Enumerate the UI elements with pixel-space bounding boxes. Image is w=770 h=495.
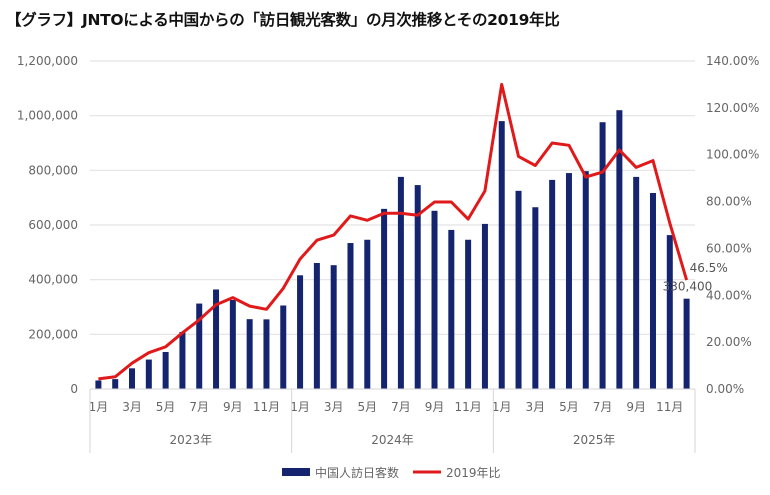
bar: [263, 319, 270, 389]
bar: [532, 207, 539, 389]
bar: [297, 275, 304, 389]
bar: [649, 193, 656, 389]
bar: [129, 368, 136, 389]
bar: [633, 176, 640, 389]
legend-bar-swatch: [282, 468, 310, 476]
month-tick: 11月: [454, 400, 481, 414]
bar: [397, 176, 404, 389]
bar: [565, 173, 572, 389]
bar: [666, 235, 673, 389]
left-axis-tick: 1,200,000: [17, 54, 78, 68]
data-label-bar: 330,400: [663, 280, 713, 294]
bar: [347, 243, 354, 389]
month-tick: 7月: [189, 400, 209, 414]
bar: [229, 300, 236, 389]
bar: [481, 223, 488, 389]
month-tick: 1月: [89, 400, 109, 414]
month-tick: 1月: [290, 400, 310, 414]
month-tick: 7月: [593, 400, 613, 414]
bar: [381, 208, 388, 389]
bar: [330, 265, 337, 389]
bar: [515, 190, 522, 389]
bar: [549, 179, 556, 389]
right-axis-tick: 100.00%: [706, 148, 759, 162]
data-label-line: 46.5%: [690, 261, 728, 275]
bar: [414, 185, 421, 389]
chart-title: 【グラフ】JNTOによる中国からの「訪日観光客数」の月次推移とその2019年比: [6, 11, 560, 29]
bar: [465, 239, 472, 389]
month-tick: 9月: [626, 400, 646, 414]
right-axis-tick: 60.00%: [706, 241, 752, 255]
bar: [448, 229, 455, 389]
right-axis-tick: 0.00%: [706, 382, 744, 396]
left-axis-tick: 1,000,000: [17, 109, 78, 123]
legend-line-label: 2019年比: [446, 466, 501, 480]
bar: [246, 319, 253, 389]
year-label: 2023年: [170, 433, 213, 447]
bar: [112, 379, 119, 389]
right-axis-tick: 140.00%: [706, 54, 759, 68]
left-axis-tick: 600,000: [28, 218, 78, 232]
bar: [196, 303, 203, 389]
bar: [683, 298, 690, 389]
month-tick: 3月: [122, 400, 142, 414]
right-axis-tick: 40.00%: [706, 288, 752, 302]
bar: [145, 359, 152, 389]
bar: [431, 210, 438, 389]
bar: [364, 239, 371, 389]
bar: [616, 110, 623, 389]
month-tick: 3月: [526, 400, 546, 414]
year-label: 2024年: [371, 433, 414, 447]
month-tick: 11月: [253, 400, 280, 414]
bar: [599, 122, 606, 389]
right-axis-tick: 20.00%: [706, 335, 752, 349]
bar: [95, 380, 102, 389]
legend-bar-label: 中国人訪日客数: [315, 465, 399, 480]
month-tick: 7月: [391, 400, 411, 414]
month-tick: 5月: [559, 400, 579, 414]
bar: [280, 305, 287, 389]
bar: [313, 262, 320, 389]
left-axis-tick: 400,000: [28, 273, 78, 287]
left-axis-tick: 800,000: [28, 163, 78, 177]
bar: [213, 289, 220, 389]
bar: [498, 121, 505, 389]
month-tick: 11月: [656, 400, 683, 414]
right-axis-tick: 80.00%: [706, 195, 752, 209]
bar: [582, 171, 589, 389]
right-axis-tick: 120.00%: [706, 101, 759, 115]
bar: [162, 351, 169, 389]
left-axis-tick: 200,000: [28, 327, 78, 341]
month-tick: 9月: [425, 400, 445, 414]
month-tick: 5月: [357, 400, 377, 414]
month-tick: 5月: [156, 400, 176, 414]
left-axis-tick: 0: [70, 382, 78, 396]
month-tick: 3月: [324, 400, 344, 414]
month-tick: 9月: [223, 400, 243, 414]
ratio-line: [98, 82, 689, 381]
bar: [179, 332, 186, 389]
year-label: 2025年: [573, 433, 616, 447]
month-tick: 1月: [492, 400, 512, 414]
